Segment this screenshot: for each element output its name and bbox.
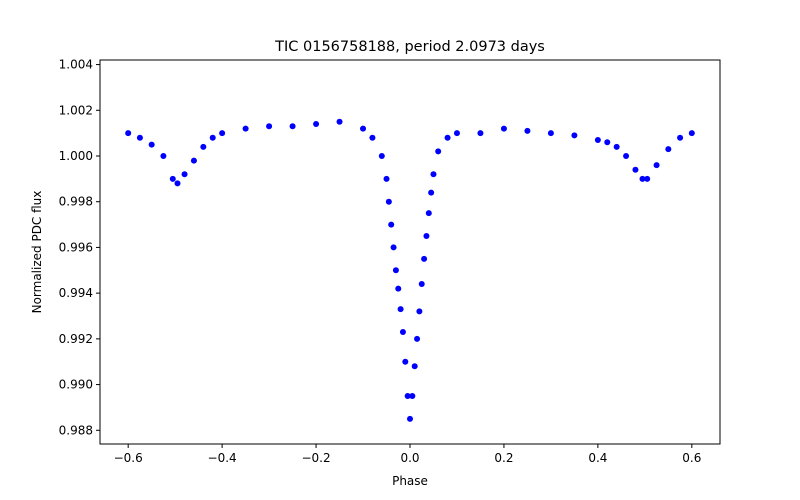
- data-point: [209, 134, 216, 141]
- data-point: [397, 306, 404, 313]
- y-tick-label: 0.988: [59, 423, 93, 437]
- chart-title: TIC 0156758188, period 2.0973 days: [274, 39, 545, 55]
- data-point: [399, 329, 406, 335]
- data-point: [266, 123, 273, 130]
- data-point: [477, 130, 484, 137]
- data-point: [428, 189, 435, 196]
- data-point: [378, 153, 385, 159]
- y-axis: 0.988 0.990 0.992 0.994 0.996 0.998 1.000 1.002…: [59, 58, 100, 437]
- data-point: [524, 127, 531, 134]
- x-tick-label: −0.2: [301, 451, 330, 465]
- data-point: [632, 166, 639, 173]
- x-tick-label: 0.2: [494, 451, 513, 465]
- data-point: [423, 233, 430, 239]
- y-tick-label: 1.002: [59, 103, 93, 117]
- data-point: [644, 175, 651, 182]
- x-tick-label: 0.6: [682, 451, 701, 465]
- data-point: [418, 281, 425, 287]
- x-tick-label: −0.6: [114, 451, 143, 465]
- data-point: [390, 244, 397, 251]
- data-point: [665, 146, 672, 153]
- data-point: [677, 134, 684, 141]
- data-point: [190, 157, 197, 164]
- data-point: [160, 153, 167, 159]
- data-point: [369, 134, 376, 141]
- data-point: [421, 255, 428, 262]
- data-point: [174, 180, 181, 187]
- data-point: [395, 285, 402, 292]
- data-point: [409, 393, 416, 399]
- data-point: [547, 130, 554, 137]
- data-point: [125, 130, 132, 137]
- data-point: [404, 393, 411, 399]
- data-point: [148, 141, 155, 148]
- data-point: [169, 175, 176, 182]
- data-point: [392, 267, 399, 274]
- data-point: [181, 171, 188, 178]
- data-point: [336, 118, 343, 125]
- data-point: [200, 143, 207, 150]
- y-tick-label: 0.998: [59, 195, 93, 209]
- data-point: [385, 198, 392, 205]
- data-point: [688, 130, 695, 137]
- y-axis-label: Normalized PDC flux: [30, 191, 44, 314]
- data-point: [653, 162, 660, 169]
- x-tick-label: 0.0: [400, 451, 419, 465]
- data-point: [623, 153, 630, 159]
- data-point: [639, 175, 646, 182]
- y-tick-label: 0.996: [59, 240, 93, 254]
- data-point: [453, 130, 460, 137]
- data-point: [435, 148, 442, 155]
- data-point: [613, 143, 620, 150]
- data-point: [425, 210, 432, 217]
- data-point: [313, 121, 320, 127]
- data-point: [414, 335, 421, 342]
- data-point: [604, 139, 611, 146]
- x-axis: −0.6 −0.4 −0.2 0.0 0.2 0.4 0.6: [114, 444, 701, 465]
- data-point: [411, 363, 418, 370]
- data-point: [444, 134, 451, 141]
- data-point: [388, 221, 395, 228]
- x-tick-label: −0.4: [208, 451, 237, 465]
- data-point: [571, 132, 578, 139]
- data-point: [383, 175, 390, 182]
- y-tick-label: 0.994: [59, 286, 93, 300]
- y-tick-label: 0.992: [59, 332, 93, 346]
- data-point: [430, 171, 437, 178]
- data-point: [416, 308, 423, 315]
- data-point: [242, 125, 249, 132]
- y-tick-label: 0.990: [59, 378, 93, 392]
- data-points: [125, 118, 695, 422]
- x-axis-label: Phase: [392, 474, 428, 488]
- data-point: [500, 125, 507, 132]
- data-point: [594, 137, 601, 143]
- data-point: [289, 123, 296, 130]
- y-tick-label: 1.004: [59, 58, 93, 72]
- data-point: [219, 130, 226, 137]
- data-point: [136, 134, 143, 141]
- plot-area: [100, 60, 720, 444]
- y-tick-label: 1.000: [59, 149, 93, 163]
- data-point: [360, 125, 367, 132]
- data-point: [402, 358, 409, 365]
- data-point: [407, 415, 413, 422]
- x-tick-label: 0.4: [588, 451, 607, 465]
